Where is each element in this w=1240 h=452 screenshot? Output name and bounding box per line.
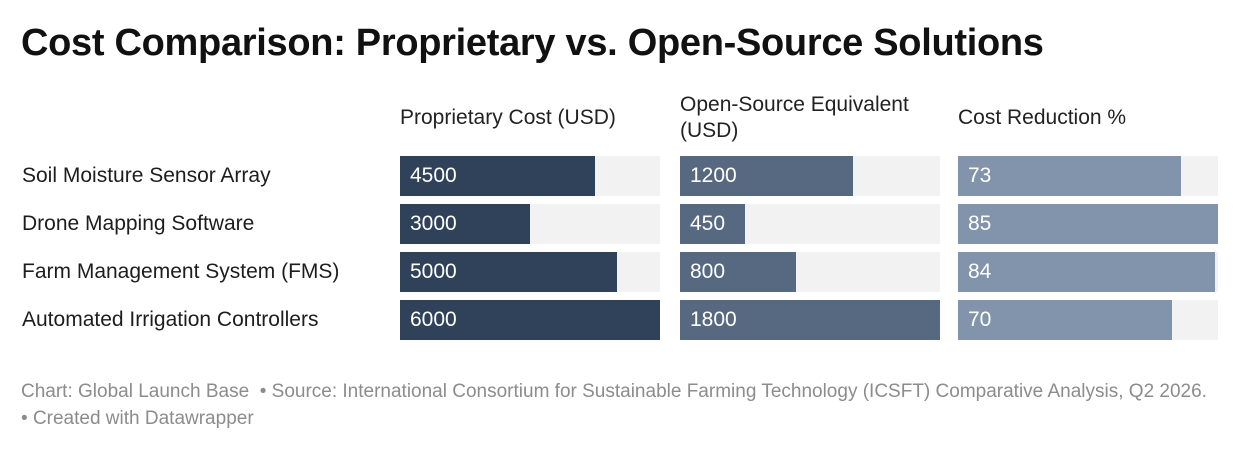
bar-track: 85 <box>958 204 1218 244</box>
bar-value-label: 73 <box>968 164 992 187</box>
bar <box>680 252 796 292</box>
bar-value-label: 6000 <box>410 308 457 331</box>
bar-value-label: 5000 <box>410 260 457 283</box>
bar-track: 84 <box>958 252 1218 292</box>
bar-track: 1200 <box>680 156 940 196</box>
bar-track: 70 <box>958 300 1218 340</box>
bar <box>400 252 617 292</box>
bar <box>400 156 595 196</box>
bar <box>680 300 940 340</box>
row-label: Farm Management System (FMS) <box>22 260 340 283</box>
bar-value-label: 450 <box>690 212 726 235</box>
column-header: Cost Reduction % <box>958 106 1127 129</box>
chart-title: Cost Comparison: Proprietary vs. Open-So… <box>21 22 1044 64</box>
bar <box>958 252 1215 292</box>
bar-track: 800 <box>680 252 940 292</box>
bar-track: 450 <box>680 204 940 244</box>
footer-separator: • <box>21 408 28 429</box>
column-header: Open-Source Equivalent (USD) <box>680 93 909 142</box>
chart-footer: Chart: Global Launch Base • Source: Inte… <box>21 378 1211 432</box>
bar-track: 73 <box>958 156 1218 196</box>
bar-value-label: 70 <box>968 308 992 331</box>
column-header: Proprietary Cost (USD) <box>400 106 616 129</box>
bar <box>680 156 854 196</box>
bar <box>680 204 745 244</box>
chart-credit: Chart: Global Launch Base <box>21 381 250 402</box>
bar-track: 6000 <box>400 300 660 340</box>
bar-track: 5000 <box>400 252 660 292</box>
bar-track: 3000 <box>400 204 660 244</box>
bar-track: 4500 <box>400 156 660 196</box>
row-label: Drone Mapping Software <box>22 212 255 235</box>
bar-value-label: 84 <box>968 260 992 283</box>
bar <box>400 300 660 340</box>
bar-value-label: 3000 <box>410 212 457 235</box>
bar-value-label: 800 <box>690 260 726 283</box>
bar <box>958 204 1218 244</box>
created-with: Created with Datawrapper <box>32 408 254 429</box>
footer-separator: • <box>259 381 267 402</box>
bar <box>958 156 1182 196</box>
bar-value-label: 1800 <box>690 308 737 331</box>
source-text: Source: International Consortium for Sus… <box>271 381 1207 402</box>
row-label: Automated Irrigation Controllers <box>22 308 319 331</box>
bar-value-label: 1200 <box>690 164 737 187</box>
bar <box>958 300 1173 340</box>
bar-value-label: 85 <box>968 212 992 235</box>
bar-track: 1800 <box>680 300 940 340</box>
row-label: Soil Moisture Sensor Array <box>22 164 271 187</box>
bar-value-label: 4500 <box>410 164 457 187</box>
bar <box>400 204 530 244</box>
